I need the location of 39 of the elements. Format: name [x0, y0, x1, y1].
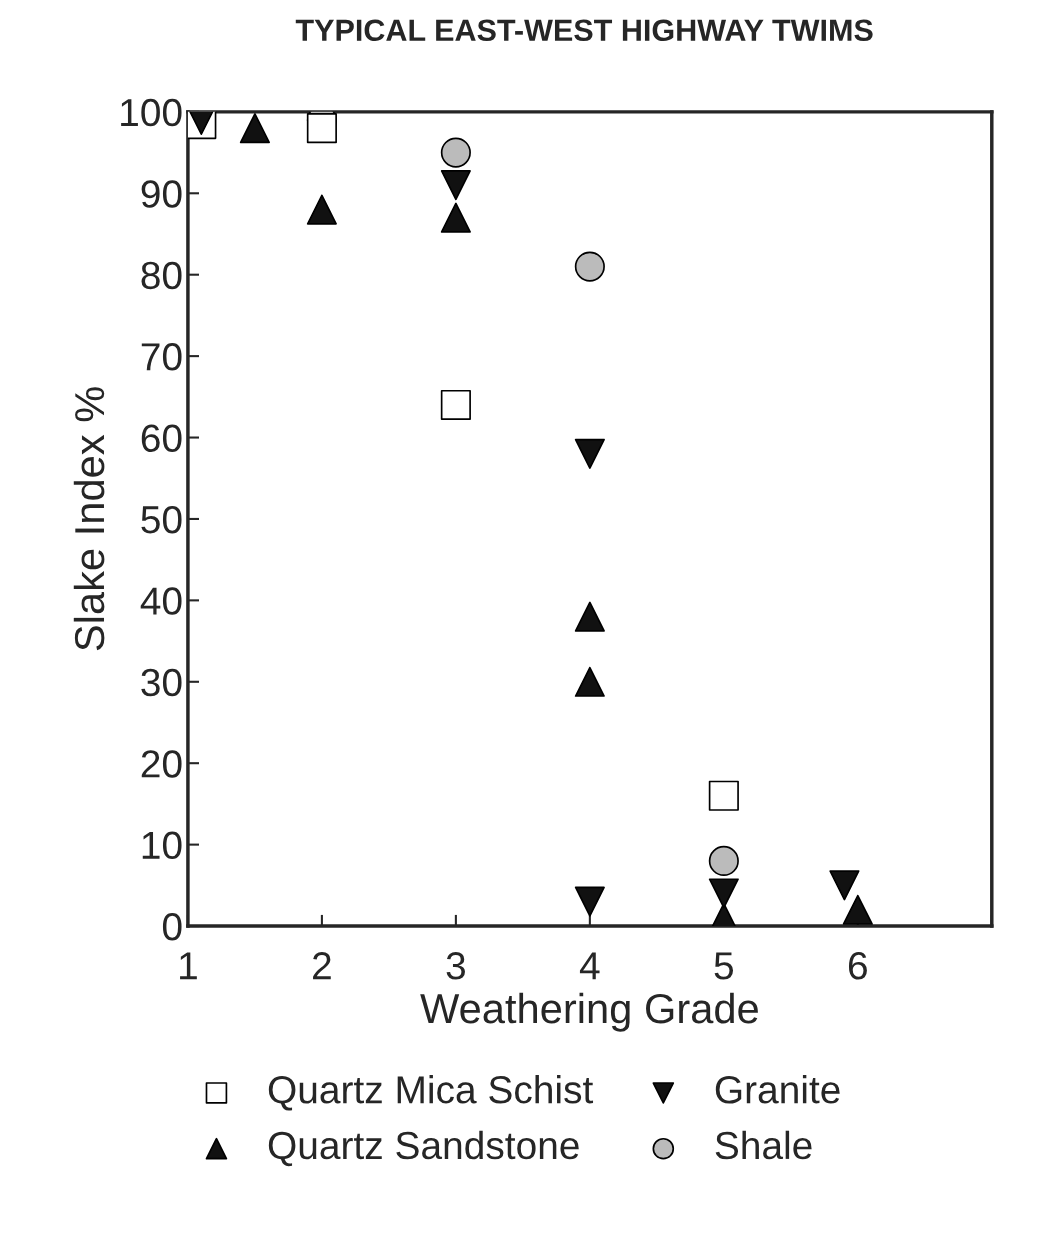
point: [708, 845, 739, 876]
y-axis-title: Slake Index %: [73, 387, 105, 651]
x-tick-label: 6: [848, 952, 867, 980]
point: [708, 878, 739, 909]
chart-title: TYPICAL EAST-WEST HIGHWAY TWIMS: [295, 19, 873, 42]
y-tick-label: 100: [121, 98, 182, 127]
y-tick-label: 10: [142, 831, 182, 860]
y-tick-label: 70: [141, 343, 182, 371]
point: [842, 894, 873, 925]
point: [306, 194, 337, 225]
legend-label: Granite: [715, 1075, 840, 1104]
point: [574, 886, 605, 917]
point: [440, 170, 471, 201]
point: [574, 251, 605, 282]
y-tick-label: 50: [141, 505, 182, 534]
x-tick-label: 3: [446, 952, 465, 980]
point: [574, 666, 605, 697]
legend-label: Quartz Sandstone: [268, 1130, 579, 1167]
x-tick-label: 1: [180, 952, 197, 980]
y-tick-label: 30: [141, 668, 182, 697]
point: [239, 113, 270, 144]
y-tick-label: 20: [141, 750, 182, 778]
point: [829, 870, 860, 901]
y-tick-label: 80: [141, 261, 182, 290]
legend-label: Shale: [715, 1130, 812, 1160]
point: [574, 438, 605, 469]
y-tick-label: 40: [140, 587, 182, 615]
x-axis-title: Weathering Grade: [420, 992, 758, 1032]
x-tick-label: 2: [313, 952, 331, 980]
y-tick-label: 90: [141, 180, 182, 208]
point: [440, 202, 471, 233]
x-tick-label: 4: [579, 952, 600, 980]
legend-label: Quartz Mica Schist: [268, 1075, 594, 1111]
x-tick-label: 5: [714, 952, 734, 980]
point: [574, 601, 605, 632]
point: [306, 113, 337, 144]
y-tick-label: 60: [141, 424, 182, 453]
point: [440, 137, 471, 168]
y-tick-label: 0: [162, 912, 182, 941]
